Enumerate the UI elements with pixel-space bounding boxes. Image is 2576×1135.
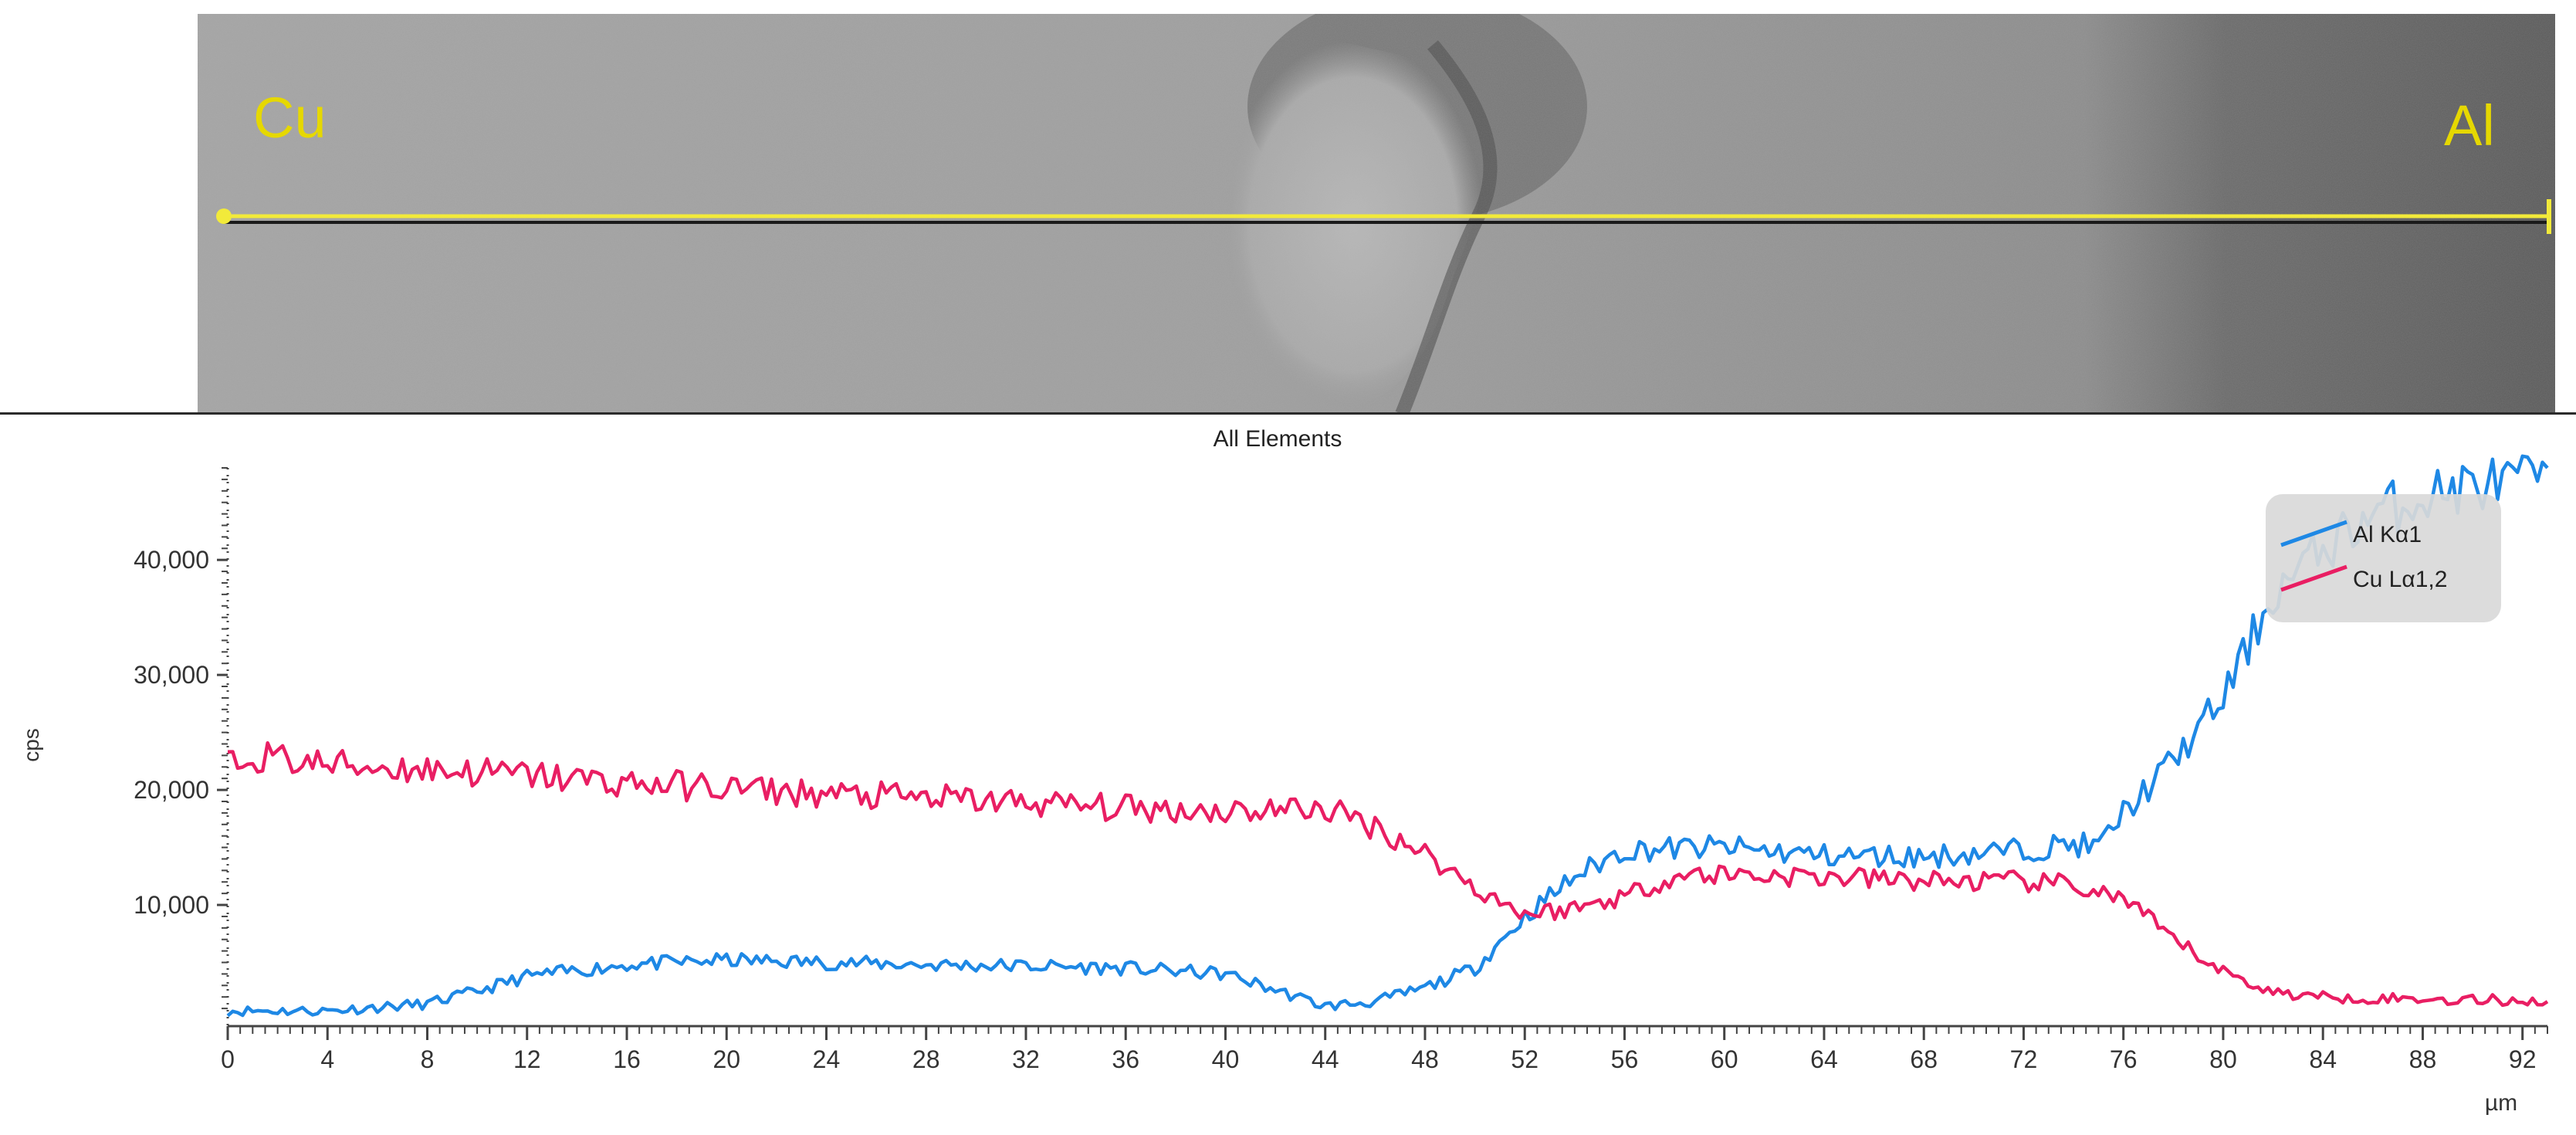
noise-overlay <box>198 14 2555 414</box>
legend-box <box>2266 494 2501 622</box>
x-tick-label: 84 <box>2309 1045 2337 1073</box>
legend-label: Al Kα1 <box>2353 522 2422 547</box>
axes: 0 4 8 12 16 20 24 28 32 36 40 44 48 52 56 60 64 68 72 76 80 8… <box>134 467 2548 1073</box>
sem-micrograph: Cu Al <box>198 14 2555 414</box>
series-layer <box>226 454 2549 1018</box>
legend-label: Cu Lα1,2 <box>2353 567 2447 592</box>
x-tick-label: 80 <box>2209 1045 2237 1073</box>
x-tick-label: 24 <box>813 1045 841 1073</box>
x-tick-label: 68 <box>1910 1045 1938 1073</box>
x-tick-label: 44 <box>1312 1045 1339 1073</box>
legend-swatch <box>2280 520 2348 547</box>
chart-title: All Elements <box>1214 426 1342 452</box>
x-tick-label: 0 <box>221 1045 235 1073</box>
line-scan-chart: All Elements cps µm 0 4 8 12 16 20 24 28 32 36 40 4… <box>19 426 2549 1116</box>
panel-divider <box>0 412 2576 415</box>
x-tick-label: 60 <box>1711 1045 1738 1073</box>
x-tick-label: 32 <box>1012 1045 1040 1073</box>
scan-start-marker[interactable] <box>216 208 232 224</box>
x-tick-label: 72 <box>2010 1045 2038 1073</box>
x-tick-label: 8 <box>421 1045 435 1073</box>
series-line-0 <box>226 454 2549 1018</box>
x-tick-label: 20 <box>713 1045 740 1073</box>
x-tick-label: 52 <box>1511 1045 1538 1073</box>
x-tick-label: 36 <box>1112 1045 1139 1073</box>
y-tick-label: 40,000 <box>134 546 209 574</box>
x-tick-label: 92 <box>2509 1045 2537 1073</box>
label-cu: Cu <box>253 86 327 150</box>
x-tick-label: 16 <box>613 1045 641 1073</box>
series-line-1 <box>227 740 2549 1008</box>
y-tick-label: 30,000 <box>134 661 209 689</box>
y-tick-label: 10,000 <box>134 891 209 919</box>
x-tick-label: 64 <box>1810 1045 1838 1073</box>
x-tick-label: 48 <box>1411 1045 1439 1073</box>
y-tick-label: 20,000 <box>134 776 209 804</box>
x-tick-label: 28 <box>912 1045 940 1073</box>
x-tick-label: 12 <box>513 1045 541 1073</box>
x-tick-label: 56 <box>1611 1045 1639 1073</box>
x-tick-label: 4 <box>320 1045 334 1073</box>
x-tick-label: 40 <box>1212 1045 1240 1073</box>
x-tick-label: 76 <box>2110 1045 2138 1073</box>
legend-swatch <box>2280 564 2348 592</box>
label-al: Al <box>2444 93 2495 158</box>
legend: Al Kα1 Cu Lα1,2 <box>2266 494 2501 622</box>
x-axis-label: µm <box>2485 1090 2517 1116</box>
y-axis-label: cps <box>19 728 43 762</box>
x-tick-label: 88 <box>2409 1045 2437 1073</box>
